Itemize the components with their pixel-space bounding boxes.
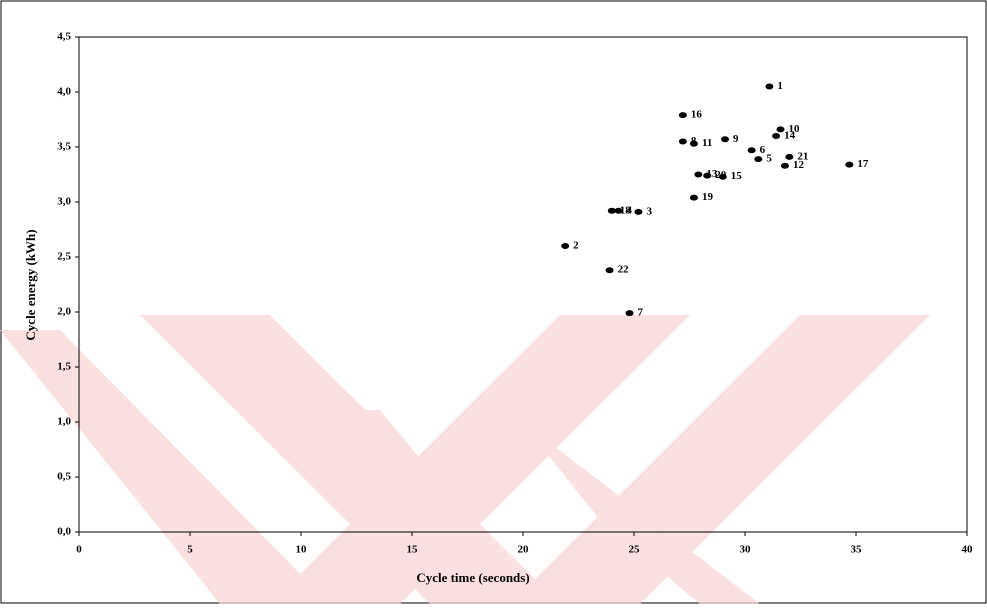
y-tick-label: 2,0 bbox=[57, 306, 71, 318]
point bbox=[689, 194, 698, 201]
point-label: 16 bbox=[691, 109, 703, 121]
point-label: 6 bbox=[760, 144, 766, 156]
point-label: 2 bbox=[573, 240, 579, 252]
point bbox=[754, 156, 763, 163]
point-label: 5 bbox=[766, 153, 772, 165]
y-tick-label: 2,5 bbox=[57, 251, 71, 263]
point bbox=[694, 171, 703, 178]
point-label: 7 bbox=[638, 307, 644, 319]
x-tick-label: 0 bbox=[76, 544, 82, 556]
point bbox=[607, 207, 616, 214]
point-label: 13 bbox=[706, 168, 718, 180]
point bbox=[678, 138, 687, 145]
point-label: 11 bbox=[702, 137, 712, 149]
y-tick-label: 1,5 bbox=[57, 361, 71, 373]
x-axis-label: Cycle time (seconds) bbox=[416, 570, 529, 585]
point bbox=[776, 126, 785, 133]
y-tick-label: 0,5 bbox=[57, 471, 71, 483]
point bbox=[605, 267, 614, 274]
point bbox=[561, 243, 570, 249]
point bbox=[634, 208, 643, 215]
x-tick-label: 40 bbox=[962, 544, 974, 556]
x-tick-label: 10 bbox=[296, 544, 308, 556]
x-tick-label: 25 bbox=[629, 544, 641, 556]
x-tick-label: 15 bbox=[407, 544, 419, 556]
point-label: 9 bbox=[733, 133, 739, 145]
point-label: 20 bbox=[715, 169, 727, 181]
point-label: 21 bbox=[797, 150, 808, 162]
point-label: 19 bbox=[702, 191, 714, 203]
point bbox=[845, 161, 854, 168]
x-tick-label: 20 bbox=[518, 544, 530, 556]
y-tick-label: 4,5 bbox=[57, 31, 71, 43]
point-label: 12 bbox=[793, 159, 805, 171]
point-label: 14 bbox=[784, 130, 796, 142]
point-label: 15 bbox=[731, 170, 743, 182]
point bbox=[689, 140, 698, 147]
x-tick-label: 35 bbox=[851, 544, 863, 556]
point-label: 17 bbox=[857, 158, 869, 170]
point-label: 3 bbox=[646, 205, 652, 217]
point-label: 10 bbox=[789, 123, 801, 135]
point-label: 4 bbox=[626, 204, 632, 216]
point bbox=[703, 172, 712, 179]
point bbox=[614, 207, 623, 214]
y-tick-label: 3,0 bbox=[57, 196, 71, 208]
y-axis-label: Cycle energy (kWh) bbox=[23, 229, 38, 340]
point bbox=[765, 83, 774, 90]
point bbox=[785, 153, 794, 160]
x-tick-label: 30 bbox=[740, 544, 752, 556]
point bbox=[780, 162, 789, 169]
y-tick-label: 0,0 bbox=[57, 526, 71, 538]
x-tick-label: 5 bbox=[187, 544, 193, 556]
point bbox=[625, 310, 634, 317]
y-tick-label: 4,0 bbox=[57, 86, 71, 98]
point-label: 22 bbox=[618, 264, 630, 276]
point bbox=[747, 147, 756, 154]
point bbox=[721, 136, 730, 143]
y-tick-label: 1,0 bbox=[57, 416, 71, 428]
y-tick-label: 3,5 bbox=[57, 141, 71, 153]
point bbox=[678, 112, 687, 119]
point bbox=[772, 133, 781, 139]
point-label: 1 bbox=[777, 80, 783, 92]
point-label: 18 bbox=[620, 204, 632, 216]
point bbox=[718, 173, 727, 180]
